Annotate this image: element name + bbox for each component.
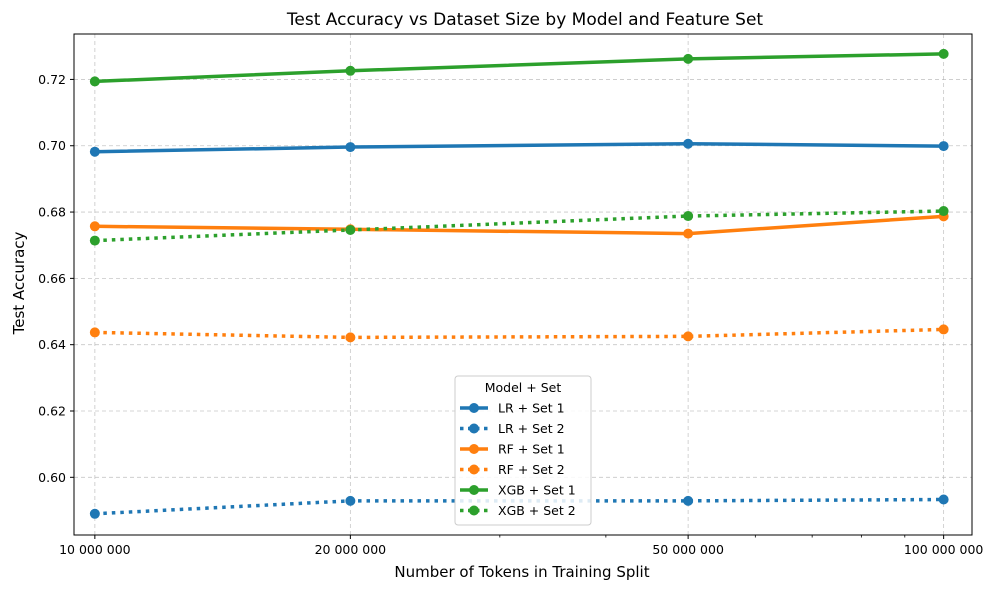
series-group [89,48,949,519]
data-point [683,211,694,222]
legend-marker [469,444,479,454]
series-lr-set-1 [89,138,949,157]
data-point [345,142,356,153]
series-rf-set-2 [89,324,949,343]
series-line [93,142,946,154]
legend-item: RF + Set 1 [460,442,565,457]
series-line [94,209,944,243]
data-point [89,327,100,338]
legend-item: XGB + Set 1 [460,483,576,498]
data-point [89,221,100,232]
series-rf-set-1 [89,211,949,239]
legend-box [454,375,592,526]
data-point [345,332,356,343]
legend-label: RF + Set 1 [498,442,565,457]
data-point [345,224,356,235]
legend-label: LR + Set 1 [498,401,565,416]
data-point [89,508,100,519]
y-tick-label: 0.62 [38,403,66,418]
x-tick-label: 50 000 000 [652,542,724,557]
legend-label: XGB + Set 2 [498,503,576,518]
legend-marker [469,403,479,413]
x-axis: 10 000 000 20 000 000 50 000 000 100 000 00… [59,535,983,557]
series-line [93,52,946,84]
data-point [938,206,949,217]
data-point [345,65,356,76]
data-point [89,146,100,157]
data-point [938,494,949,505]
legend-marker [469,505,479,516]
y-tick-label: 0.66 [38,271,66,286]
series-xgb-set-2 [89,206,949,246]
y-axis-label: Test Accuracy [10,231,28,335]
x-tick-label: 20 000 000 [315,542,387,557]
legend: Model + Set LR + Set 1 LR + Set 2 RF + Set … [454,375,592,526]
legend-item: LR + Set 2 [460,421,565,436]
legend-marker [469,423,479,434]
legend-label: RF + Set 2 [498,462,565,477]
data-point [345,495,356,506]
series-line [94,327,944,340]
series-line [93,214,946,236]
legend-title: Model + Set [485,380,562,395]
legend-label: LR + Set 2 [498,421,565,436]
legend-item: RF + Set 2 [460,462,565,477]
y-axis: 0.60 0.62 0.64 0.66 0.68 0.70 0.72 [38,72,74,485]
data-point [938,48,949,59]
plot-frame [73,33,973,536]
y-tick-label: 0.70 [38,138,66,153]
y-tick-label: 0.72 [38,72,66,87]
x-tick-label: 10 000 000 [59,542,131,557]
y-tick-label: 0.68 [38,205,66,220]
data-point [683,138,694,149]
chart-title: Test Accuracy vs Dataset Size by Model a… [286,10,763,30]
y-tick-label: 0.60 [38,470,66,485]
series-line [94,497,944,516]
series-xgb-set-1 [89,48,949,87]
legend-marker [469,485,479,495]
x-axis-label: Number of Tokens in Training Split [394,563,649,581]
legend-label: XGB + Set 1 [498,483,576,498]
legend-marker [469,464,479,475]
legend-item: XGB + Set 2 [460,503,576,518]
data-point [683,495,694,506]
series-lr-set-2 [89,494,949,519]
data-point [89,235,100,246]
y-tick-label: 0.64 [38,337,66,352]
x-tick-label: 100 000 000 [904,542,984,557]
data-point [938,141,949,152]
data-point [938,324,949,335]
data-point [683,331,694,342]
data-point [683,53,694,64]
data-point [89,76,100,87]
data-point [683,228,694,239]
legend-item: LR + Set 1 [460,401,565,416]
